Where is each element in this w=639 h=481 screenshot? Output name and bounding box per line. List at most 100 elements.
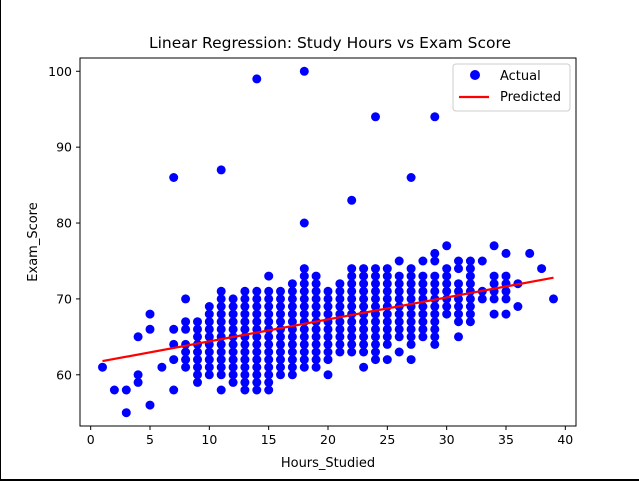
actual-point <box>299 218 309 228</box>
actual-point <box>394 256 404 266</box>
actual-point <box>264 271 274 281</box>
actual-point <box>430 286 440 296</box>
actual-point <box>323 324 333 334</box>
actual-point <box>465 271 475 281</box>
actual-point <box>204 355 214 365</box>
actual-point <box>145 309 155 319</box>
actual-point <box>418 324 428 334</box>
actual-point <box>347 302 357 311</box>
actual-point <box>347 264 357 274</box>
actual-point <box>216 370 226 380</box>
actual-point <box>454 286 463 296</box>
actual-point <box>359 347 369 357</box>
actual-point <box>287 309 297 319</box>
actual-point <box>204 347 214 357</box>
actual-point <box>371 286 380 296</box>
x-tick-label: 35 <box>498 432 514 447</box>
actual-point <box>323 309 333 319</box>
actual-point <box>216 286 226 296</box>
actual-point <box>359 264 369 274</box>
actual-point <box>394 294 404 304</box>
actual-point <box>204 302 214 311</box>
actual-point <box>157 362 167 372</box>
actual-point <box>465 256 475 266</box>
actual-point <box>359 286 369 296</box>
actual-point <box>359 271 369 281</box>
actual-point <box>406 271 416 281</box>
actual-point <box>323 294 333 304</box>
actual-point <box>299 286 309 296</box>
actual-point <box>382 317 392 327</box>
actual-point <box>240 385 250 395</box>
actual-point <box>252 294 262 304</box>
actual-point <box>264 362 274 372</box>
actual-point <box>465 279 475 289</box>
actual-point <box>430 256 440 266</box>
actual-point <box>145 400 155 410</box>
actual-point <box>181 362 191 372</box>
actual-point <box>216 385 226 395</box>
actual-point <box>264 347 274 357</box>
y-tick-label: 80 <box>56 216 72 231</box>
actual-point <box>311 286 321 296</box>
actual-point <box>109 385 119 395</box>
actual-point <box>252 74 262 84</box>
actual-point <box>323 286 333 296</box>
actual-point <box>359 332 369 342</box>
y-axis-label: Exam_Score <box>26 202 41 281</box>
actual-point <box>193 377 202 387</box>
actual-point <box>181 317 191 327</box>
actual-point <box>442 271 452 281</box>
x-axis-ticks: 0 5 10 15 20 25 30 35 40 <box>87 426 573 447</box>
actual-point <box>287 294 297 304</box>
actual-point <box>264 355 274 365</box>
actual-point <box>501 248 511 258</box>
actual-point <box>228 355 238 365</box>
actual-point <box>181 355 191 365</box>
actual-point <box>311 271 321 281</box>
actual-point <box>454 279 463 289</box>
actual-point <box>501 286 511 296</box>
actual-point <box>406 173 416 182</box>
actual-point <box>193 370 202 380</box>
actual-point <box>264 339 274 349</box>
actual-point <box>382 332 392 342</box>
actual-point <box>311 347 321 357</box>
actual-point <box>371 271 380 281</box>
actual-point <box>382 279 392 289</box>
actual-point <box>311 339 321 349</box>
actual-point <box>287 370 297 380</box>
actual-point <box>98 362 107 372</box>
actual-point <box>276 294 285 304</box>
actual-point <box>549 294 558 304</box>
actual-point <box>193 317 202 327</box>
actual-point <box>489 279 499 289</box>
x-tick-label: 30 <box>439 432 455 447</box>
actual-point <box>299 294 309 304</box>
actual-point <box>465 309 475 319</box>
actual-point <box>406 264 416 274</box>
actual-point <box>347 324 357 334</box>
actual-point <box>193 362 202 372</box>
actual-point <box>525 248 535 258</box>
actual-point <box>216 302 226 311</box>
actual-point <box>394 317 404 327</box>
actual-point <box>477 294 487 304</box>
actual-point <box>181 294 191 304</box>
actual-point <box>335 324 345 334</box>
actual-point <box>406 309 416 319</box>
actual-point <box>454 264 463 274</box>
actual-point <box>169 324 179 334</box>
actual-point <box>489 294 499 304</box>
actual-point <box>418 256 428 266</box>
actual-point <box>240 362 250 372</box>
actual-point <box>287 362 297 372</box>
x-tick-label: 20 <box>320 432 336 447</box>
actual-point <box>371 294 380 304</box>
actual-point <box>299 271 309 281</box>
y-tick-label: 90 <box>56 140 72 155</box>
actual-point <box>252 339 262 349</box>
actual-point <box>169 173 179 182</box>
actual-point <box>371 339 380 349</box>
actual-point <box>204 324 214 334</box>
